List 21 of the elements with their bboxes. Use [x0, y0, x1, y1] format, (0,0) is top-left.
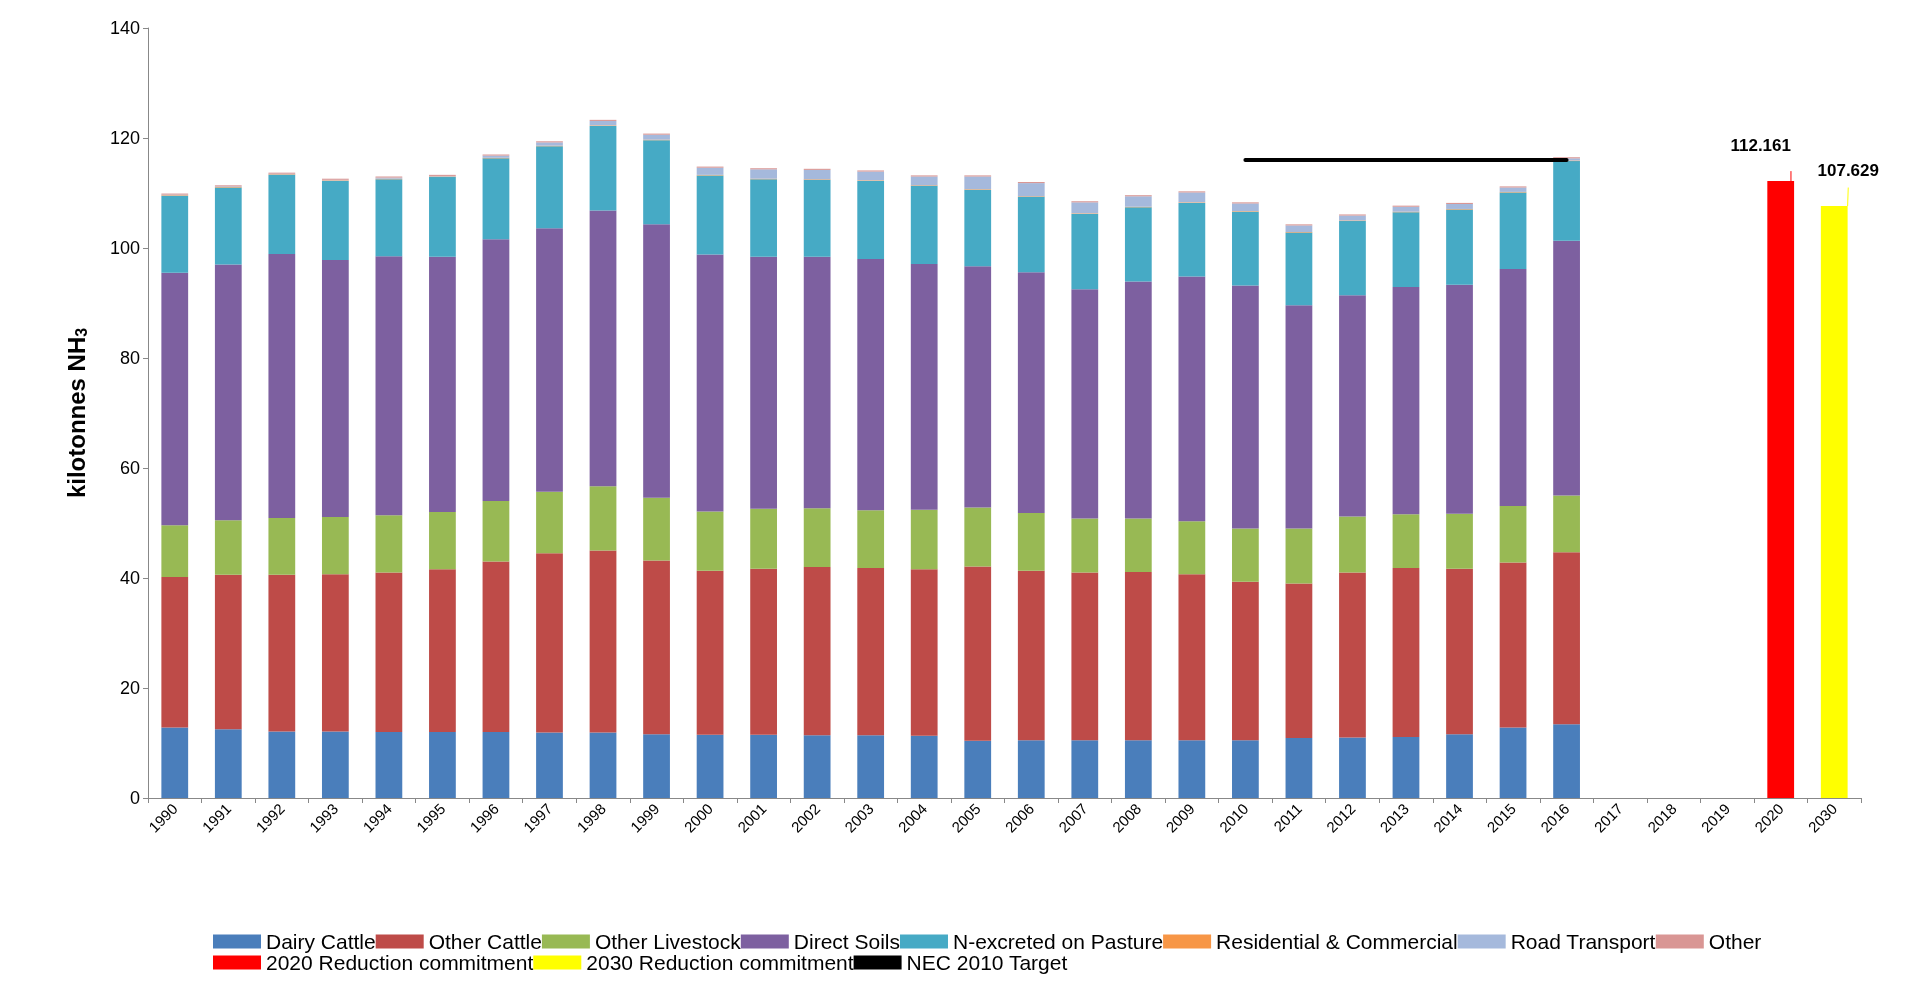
legend-label: 2030 Reduction commitment — [586, 951, 854, 974]
y-tick-label: 0 — [129, 788, 140, 808]
legend-label: Dairy Cattle — [266, 930, 376, 953]
legend-label: Other — [1708, 930, 1762, 953]
legend-label: Residential & Commercial — [1216, 930, 1458, 953]
data-label: 112.161 — [1730, 136, 1791, 156]
y-tick-label: 60 — [119, 458, 140, 478]
data-label: 107.629 — [1817, 161, 1879, 181]
legend-label: Direct Soils — [793, 930, 901, 953]
legend-label: Other Livestock — [594, 930, 742, 953]
legend-label: Other Cattle — [428, 930, 542, 953]
legend-label: NEC 2010 Target — [906, 951, 1068, 974]
y-tick-label: 100 — [109, 238, 140, 258]
legend-label: Road Transport — [1510, 930, 1656, 953]
y-tick-label: 140 — [109, 18, 140, 38]
y-tick-label: 40 — [119, 568, 140, 588]
y-tick-label: 20 — [119, 678, 140, 698]
y-tick-label: 80 — [119, 348, 140, 368]
y-tick-label: 120 — [109, 128, 140, 148]
y-axis-title: kilotonnes NH3 — [62, 327, 90, 499]
legend-label: N-excreted on Pasture — [952, 930, 1164, 953]
